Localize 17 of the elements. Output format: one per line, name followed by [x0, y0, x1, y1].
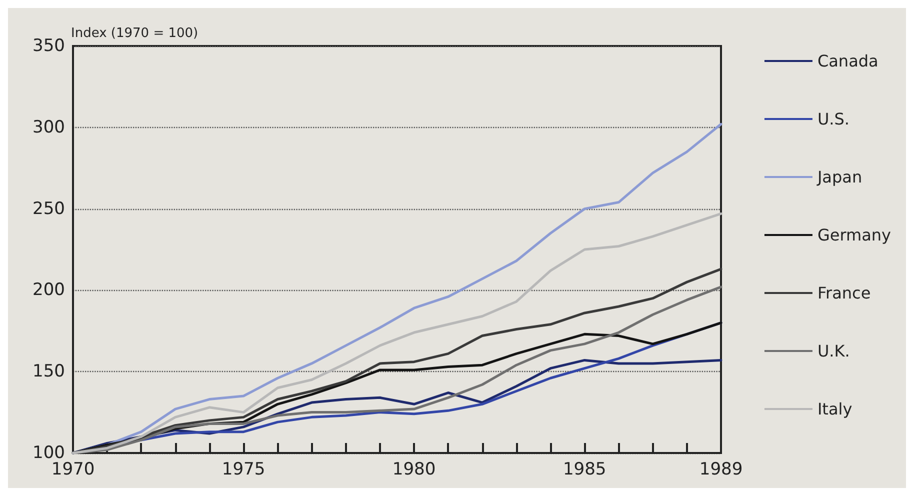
x-tick-label: 1980: [392, 460, 436, 480]
y-axis-title: Index (1970 = 100): [71, 26, 198, 41]
y-tick-label: 150: [32, 362, 65, 382]
y-tick-label: 200: [32, 280, 65, 300]
y-tick-label: 300: [32, 117, 65, 138]
x-tick-label: 1975: [222, 460, 266, 480]
legend-label: France: [817, 284, 871, 302]
legend-label: Canada: [817, 52, 878, 70]
y-tick-label: 350: [32, 36, 65, 56]
legend-label: Japan: [816, 168, 862, 186]
legend-label: Germany: [817, 226, 892, 244]
x-tick-label: 1989: [699, 460, 743, 480]
legend-label: Italy: [817, 400, 852, 418]
y-tick-label: 250: [32, 198, 65, 219]
x-tick-label: 1985: [562, 460, 606, 480]
legend-label: U.S.: [817, 110, 850, 128]
legend-label: U.K.: [817, 342, 850, 360]
